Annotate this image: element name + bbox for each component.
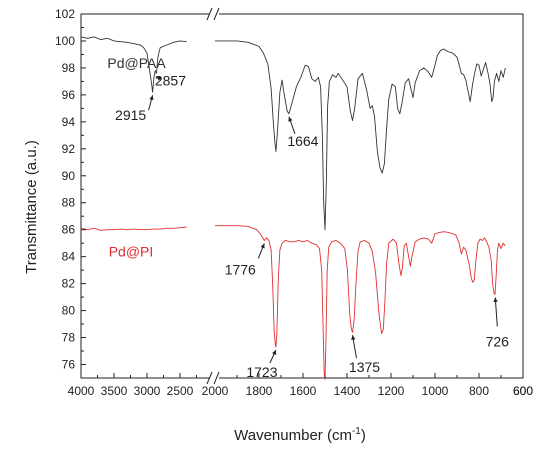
axis-break-mark <box>213 7 220 21</box>
annotation-label: 1664 <box>287 133 318 149</box>
x-tick-label: 1600 <box>290 384 317 398</box>
y-axis-title: Transmittance (a.u.) <box>23 140 40 274</box>
annotation-layer: Pd@PAA Pd@PI 2915 2857 1664 1776 1723 1375 726 <box>107 55 509 380</box>
x-axis-title-end: ) <box>361 427 366 444</box>
y-tick-label: 84 <box>62 250 76 264</box>
annotation-label: 1776 <box>225 261 256 277</box>
x-axis-title-superscript: -1 <box>352 426 361 437</box>
y-tick-label: 76 <box>62 358 76 372</box>
y-tick-label: 90 <box>62 169 76 183</box>
x-tick-label: 1400 <box>334 384 361 398</box>
plot-border <box>80 13 524 379</box>
series-label: Pd@PI <box>109 244 154 260</box>
axis-break-mark <box>206 7 213 21</box>
annotation-label: 2915 <box>115 107 146 123</box>
x-tick-label: 1200 <box>378 384 405 398</box>
y-tick-label: 78 <box>62 331 76 345</box>
annotation-label: 1723 <box>246 364 277 380</box>
axis-layer: 76 78 80 82 84 86 88 90 92 94 96 98 100 102 4000 3500 30… <box>55 7 533 398</box>
series-pd-paa <box>80 36 506 231</box>
y-tick-label: 102 <box>55 7 75 21</box>
axis-break-mark <box>213 371 220 385</box>
series-label: Pd@PAA <box>107 55 166 71</box>
series-line-segment <box>80 226 187 231</box>
x-tick-label: 3000 <box>134 384 161 398</box>
annotation-arrowhead <box>156 76 162 81</box>
y-tick-label: 92 <box>62 142 76 156</box>
y-tick-label: 82 <box>62 277 76 291</box>
axis-break-mask <box>209 372 219 384</box>
y-tick-label: 86 <box>62 223 76 237</box>
x-tick-label: 1800 <box>246 384 273 398</box>
series-layer <box>80 36 506 380</box>
y-tick-label: 80 <box>62 304 76 318</box>
x-tick-label: 1000 <box>422 384 449 398</box>
axis-break-mask <box>209 8 219 20</box>
x-tick-label: 2500 <box>167 384 194 398</box>
annotation-arrowhead <box>149 95 154 101</box>
y-tick-label: 94 <box>62 115 76 129</box>
y-tick-label: 98 <box>62 61 76 75</box>
axis-break-mark <box>206 371 213 385</box>
y-tick-label: 88 <box>62 196 76 210</box>
series-line-segment <box>80 36 187 93</box>
series-pd-pi <box>80 225 506 380</box>
x-axis-title-main: Wavenumber (cm <box>234 427 352 444</box>
x-tick-label: 800 <box>469 384 489 398</box>
annotation-arrowhead <box>260 243 265 249</box>
x-tick-label: 4000 <box>68 384 95 398</box>
annotation-arrowhead <box>288 116 293 122</box>
x-tick-label: 2000 <box>202 384 229 398</box>
y-tick-label: 100 <box>55 34 75 48</box>
y-tick-label: 96 <box>62 88 76 102</box>
plot-frame <box>80 13 524 379</box>
annotation-label: 1375 <box>349 359 380 375</box>
x-tick-label: 600 <box>513 384 533 398</box>
annotation-arrowhead <box>351 335 356 340</box>
annotation-label: 726 <box>486 333 510 349</box>
annotation-arrowhead <box>272 349 277 355</box>
annotation-arrowhead <box>493 297 498 303</box>
series-line-segment <box>215 225 506 380</box>
x-tick-label: 3500 <box>101 384 128 398</box>
annotation-arrow-line <box>494 297 498 327</box>
annotation-label: 2857 <box>155 72 186 88</box>
x-axis-title: Wavenumber (cm-1) <box>234 426 366 444</box>
x-tick-label: 600 <box>513 384 533 398</box>
series-line-segment <box>215 40 506 231</box>
